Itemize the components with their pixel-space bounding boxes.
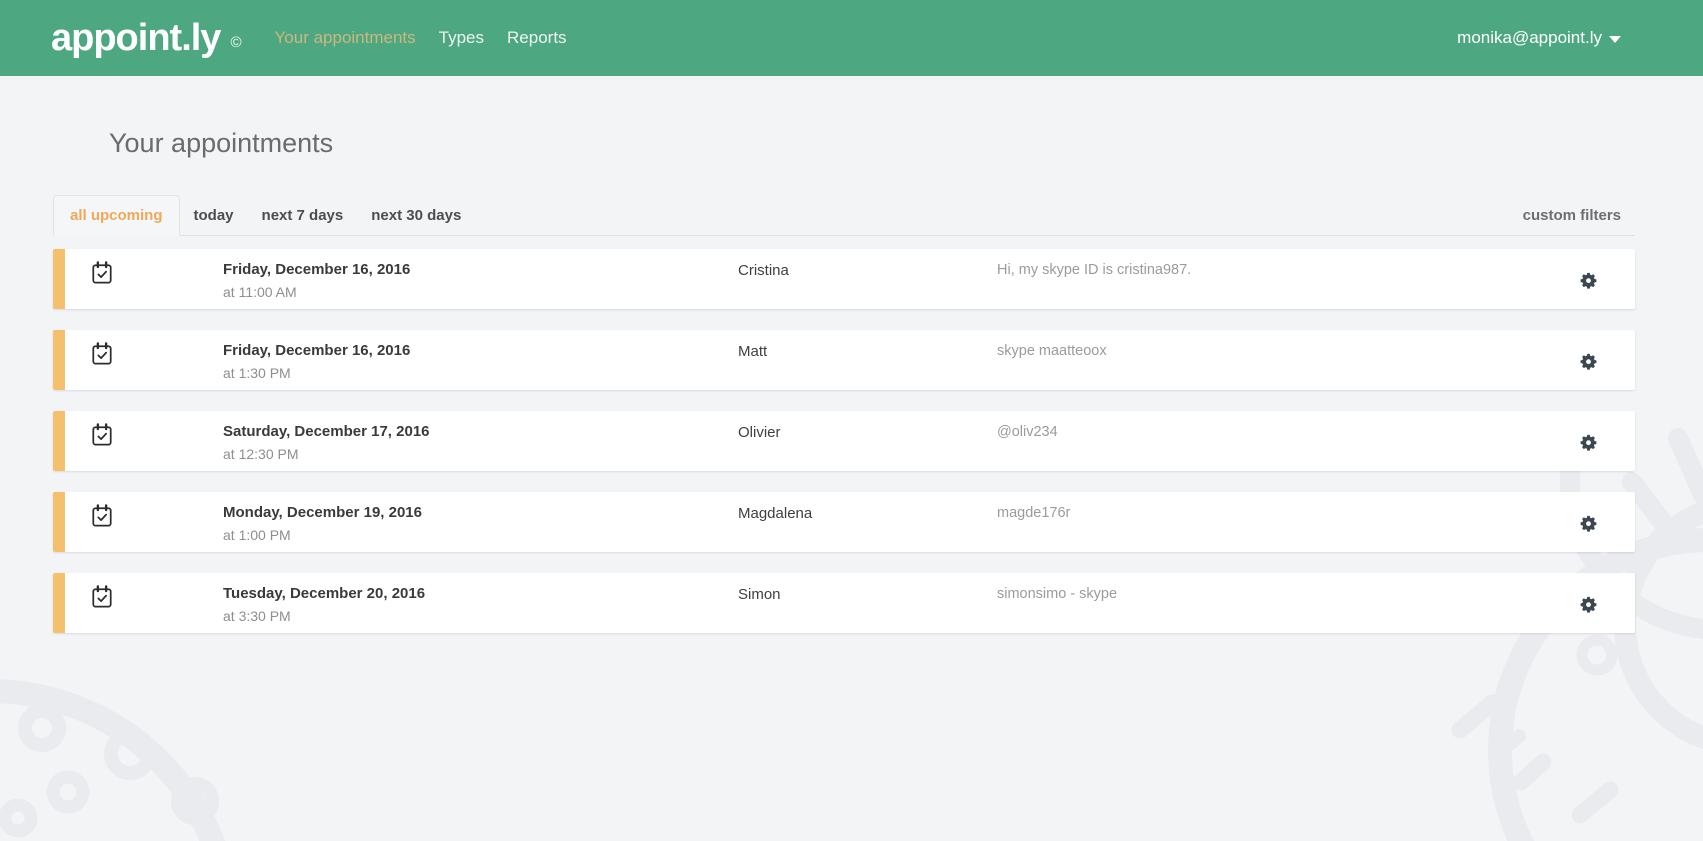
- appointment-row: Friday, December 16, 2016 at 1:30 PM Mat…: [53, 330, 1635, 390]
- appointment-time: at 1:30 PM: [223, 365, 291, 381]
- nav-reports[interactable]: Reports: [507, 28, 567, 47]
- tab-today[interactable]: today: [193, 207, 234, 224]
- appointment-date: Friday, December 16, 2016: [223, 261, 411, 278]
- app-logo[interactable]: appoint.ly: [51, 16, 221, 59]
- chevron-down-icon: [1609, 36, 1621, 43]
- appointment-contact-name: Magdalena: [738, 505, 813, 522]
- main-nav: Your appointments Types Reports: [275, 28, 567, 48]
- appointment-row: Monday, December 19, 2016 at 1:00 PM Mag…: [53, 492, 1635, 552]
- gear-icon[interactable]: [1580, 434, 1597, 451]
- calendar-check-icon: [91, 261, 113, 285]
- calendar-check-icon: [91, 585, 113, 609]
- filter-tabs: all upcoming today next 7 days next 30 d…: [53, 195, 1635, 236]
- row-accent-bar: [53, 330, 65, 390]
- appointment-contact-name: Simon: [738, 586, 781, 603]
- nav-types[interactable]: Types: [438, 28, 485, 47]
- tab-all-upcoming[interactable]: all upcoming: [53, 195, 180, 236]
- appointment-contact-name: Matt: [738, 343, 768, 360]
- nav-your-appointments[interactable]: Your appointments: [274, 28, 416, 47]
- appointment-time: at 3:30 PM: [223, 608, 291, 624]
- appointment-row: Saturday, December 17, 2016 at 12:30 PM …: [53, 411, 1635, 471]
- tab-next-30-days[interactable]: next 30 days: [371, 207, 462, 224]
- appointment-date-block: Saturday, December 17, 2016 at 12:30 PM: [223, 423, 738, 462]
- appointment-date-block: Friday, December 16, 2016 at 11:00 AM: [223, 261, 738, 300]
- custom-filters-link[interactable]: custom filters: [1522, 207, 1621, 224]
- calendar-check-icon: [91, 342, 113, 366]
- appointment-time: at 1:00 PM: [223, 527, 291, 543]
- gear-icon[interactable]: [1580, 515, 1597, 532]
- gear-icon[interactable]: [1580, 272, 1597, 289]
- calendar-check-icon: [91, 423, 113, 447]
- appointment-date-block: Tuesday, December 20, 2016 at 3:30 PM: [223, 585, 738, 624]
- page-title: Your appointments: [109, 128, 334, 158]
- appointment-note: Hi, my skype ID is cristina987.: [997, 262, 1192, 278]
- top-navigation-bar: appoint.ly © Your appointments Types Rep…: [0, 0, 1703, 76]
- appointment-time: at 11:00 AM: [223, 284, 297, 300]
- appointment-date-block: Friday, December 16, 2016 at 1:30 PM: [223, 342, 738, 381]
- appointment-contact-name: Cristina: [738, 262, 789, 279]
- appointment-date: Tuesday, December 20, 2016: [223, 585, 426, 602]
- calendar-check-icon: [91, 504, 113, 528]
- appointment-date-block: Monday, December 19, 2016 at 1:00 PM: [223, 504, 738, 543]
- row-accent-bar: [53, 492, 65, 552]
- appointment-row: Tuesday, December 20, 2016 at 3:30 PM Si…: [53, 573, 1635, 633]
- appointment-note: simonsimo - skype: [997, 586, 1118, 602]
- account-menu[interactable]: monika@appoint.ly: [1457, 28, 1621, 48]
- copyright-mark: ©: [230, 33, 242, 51]
- appointment-row: Friday, December 16, 2016 at 11:00 AM Cr…: [53, 249, 1635, 309]
- appointment-note: @oliv234: [997, 424, 1058, 440]
- gear-icon[interactable]: [1580, 596, 1597, 613]
- gear-icon[interactable]: [1580, 353, 1597, 370]
- row-accent-bar: [53, 573, 65, 633]
- appointment-date: Monday, December 19, 2016: [223, 504, 422, 521]
- appointment-note: skype maatteoox: [997, 343, 1107, 359]
- account-email: monika@appoint.ly: [1457, 28, 1602, 47]
- appointment-date: Friday, December 16, 2016: [223, 342, 411, 359]
- row-accent-bar: [53, 411, 65, 471]
- row-accent-bar: [53, 249, 65, 309]
- appointments-list: Friday, December 16, 2016 at 11:00 AM Cr…: [53, 249, 1635, 633]
- tab-next-7-days[interactable]: next 7 days: [261, 207, 344, 224]
- appointment-contact-name: Olivier: [738, 424, 781, 441]
- appointment-time: at 12:30 PM: [223, 446, 299, 462]
- appointment-date: Saturday, December 17, 2016: [223, 423, 430, 440]
- appointment-note: magde176r: [997, 505, 1071, 521]
